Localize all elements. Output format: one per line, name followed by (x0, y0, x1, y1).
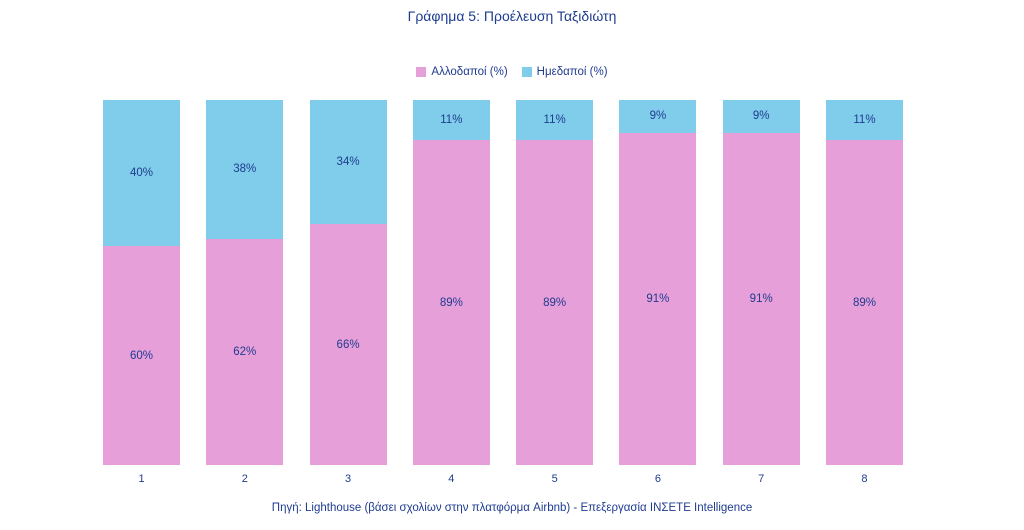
bar-segment-domestic: 9% (722, 100, 800, 133)
bar-segment-domestic: 34% (309, 100, 387, 225)
legend-label-foreign: Αλλοδαποί (%) (431, 66, 508, 78)
bar-segment-foreign: 89% (825, 140, 903, 465)
bar-stack: 34% 66% (309, 100, 387, 465)
segment-value-label: 66% (336, 338, 360, 351)
bar-stack: 38% 62% (206, 100, 284, 465)
bar-column: 9% 91% 7 (722, 100, 800, 485)
legend-swatch-domestic-icon (521, 67, 532, 77)
segment-value-label: 89% (543, 296, 567, 309)
bar-segment-foreign: 91% (619, 132, 697, 465)
source-note: Πηγή: Lighthouse (βάσει σχολίων στην πλα… (271, 502, 753, 514)
segment-value-label: 89% (439, 296, 463, 309)
bar-segment-foreign: 91% (722, 132, 800, 465)
x-axis-label: 2 (241, 473, 248, 485)
x-axis-label: 1 (138, 473, 145, 485)
segment-value-label: 9% (752, 110, 770, 123)
bar-stack: 40% 60% (103, 100, 180, 465)
bar-segment-domestic: 11% (825, 100, 903, 141)
x-axis-label: 5 (551, 473, 558, 485)
x-axis-label: 7 (758, 473, 765, 485)
bar-stack: 9% 91% (722, 100, 800, 465)
bar-column: 11% 89% 4 (412, 100, 490, 485)
bar-segment-foreign: 89% (516, 140, 594, 465)
x-axis-label: 4 (448, 473, 455, 485)
bar-stack: 9% 91% (619, 100, 697, 465)
bar-column: 11% 89% 8 (825, 100, 903, 485)
bar-column: 11% 89% 5 (516, 100, 594, 485)
x-axis-label: 6 (654, 473, 661, 485)
bar-column: 40% 60% 1 (103, 100, 180, 485)
segment-value-label: 40% (129, 167, 154, 179)
segment-value-label: 11% (543, 114, 566, 127)
x-axis-label: 3 (345, 473, 352, 485)
bar-segment-foreign: 62% (206, 238, 284, 465)
bar-segment-foreign: 89% (412, 140, 490, 465)
bar-segment-foreign: 60% (103, 246, 180, 465)
segment-value-label: 62% (233, 345, 257, 358)
segment-value-label: 60% (129, 349, 154, 362)
legend-item-foreign: Αλλοδαποί (%) (416, 66, 508, 78)
x-axis-label: 8 (861, 473, 868, 485)
chart-title: Γράφημα 5: Προέλευση Ταξιδιώτη (407, 8, 617, 24)
bar-segment-domestic: 11% (516, 100, 594, 141)
bar-stack: 11% 89% (825, 100, 903, 465)
legend-item-domestic: Ημεδαποί (%) (521, 66, 608, 78)
bar-segment-domestic: 9% (619, 100, 697, 133)
segment-value-label: 89% (852, 296, 876, 309)
segment-value-label: 91% (646, 292, 670, 305)
bar-segment-foreign: 66% (309, 224, 387, 465)
segment-value-label: 11% (853, 114, 876, 127)
bar-stack: 11% 89% (412, 100, 490, 465)
segment-value-label: 11% (440, 114, 463, 127)
bar-segment-domestic: 40% (103, 100, 180, 246)
bar-stack: 11% 89% (516, 100, 594, 465)
bar-segment-domestic: 11% (412, 100, 490, 141)
legend-swatch-foreign-icon (416, 67, 427, 77)
plot-area: 40% 60% 1 38% 62% 2 34% 66% 3 11% 89% 4 11% 89% 5 9% 91%… (103, 100, 903, 485)
segment-value-label: 9% (649, 110, 667, 123)
legend-label-domestic: Ημεδαποί (%) (536, 66, 608, 78)
bar-column: 9% 91% 6 (619, 100, 697, 485)
chart-legend: Αλλοδαποί (%) Ημεδαποί (%) (0, 66, 1024, 78)
segment-value-label: 38% (233, 163, 257, 176)
bar-column: 34% 66% 3 (309, 100, 387, 485)
segment-value-label: 91% (749, 292, 773, 305)
bar-segment-domestic: 38% (206, 100, 284, 239)
bar-column: 38% 62% 2 (206, 100, 284, 485)
segment-value-label: 34% (336, 156, 360, 169)
